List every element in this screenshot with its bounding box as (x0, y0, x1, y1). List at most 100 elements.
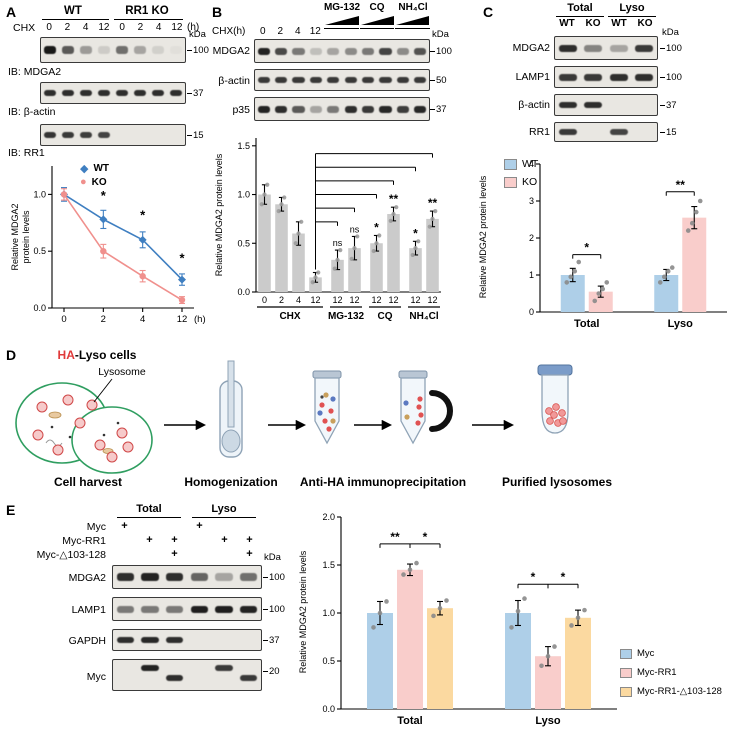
blot-band (116, 573, 134, 581)
data-point (407, 567, 413, 573)
empty-cell (187, 534, 212, 546)
data-point (600, 286, 606, 292)
panel-e-blot-mdga2 (112, 565, 262, 589)
data-point (138, 235, 147, 244)
data-point (316, 270, 321, 275)
chart-text: ns (333, 238, 343, 248)
legend-item-wt: ◆ WT (80, 162, 109, 175)
legend-label: Myc-RR1-△103-128 (637, 686, 722, 697)
blot-band (584, 73, 603, 81)
blot-band (609, 129, 628, 135)
lysosome-callout-label: Lysosome (98, 366, 146, 378)
chart-text: 1.0 (33, 189, 46, 199)
chart-text: * (179, 251, 185, 266)
underline (192, 517, 256, 518)
kda-label: kDa (662, 27, 679, 38)
chart-text: 1.5 (237, 141, 250, 151)
legend-item-myc: Myc (620, 648, 722, 659)
chart-text: 1.0 (322, 608, 335, 618)
lane-label: 12 (309, 26, 321, 37)
panel-a-ylabel: Relative MDGA2 protein levels (10, 203, 31, 271)
chart-text: 0 (61, 314, 66, 325)
data-point (575, 615, 581, 621)
chart-text: 12 (427, 295, 437, 305)
blot-band (166, 605, 184, 613)
blot-band (141, 665, 159, 671)
panel-a-ib-rr1: IB: RR1 (8, 147, 45, 159)
lane-label: 12 (171, 22, 183, 33)
lysosome-dot (116, 427, 128, 439)
marker-100: 100 (263, 604, 285, 615)
data-point (377, 610, 383, 616)
panel-e-ylabel: Relative MDGA2 protein levels (298, 550, 308, 674)
blot-band (257, 77, 270, 83)
cell-dots (50, 421, 120, 439)
debris-dot (330, 418, 336, 424)
data-point (313, 275, 318, 280)
lane-label: WT (559, 18, 575, 29)
chart-text: 12 (371, 295, 381, 305)
underline (360, 28, 394, 29)
blot-band (215, 665, 233, 671)
debris-dot (403, 400, 409, 406)
chart-text: * (423, 530, 428, 544)
panel-a-chart: 0.0 0.5 1.0 0 2 4 12 (h) * * * (33, 166, 206, 325)
lysosome-dot (62, 394, 74, 406)
data-point (391, 211, 396, 217)
lysosome-dot (36, 401, 48, 413)
chart-text: CQ (378, 311, 393, 322)
blot-band (414, 77, 427, 83)
chart-text: 3 (529, 196, 534, 206)
blot-band (558, 102, 577, 108)
blot-band (166, 573, 184, 581)
data-point (293, 241, 298, 246)
lane-label: 2 (64, 22, 71, 33)
blot-band (240, 573, 258, 581)
bar (654, 275, 679, 312)
panel-c-legend: WT KO (504, 158, 538, 188)
blot-band (292, 77, 305, 83)
blot-band (558, 73, 577, 81)
panel-c-label: C (483, 4, 494, 20)
chart-text: ** (676, 178, 686, 192)
ko-swatch (504, 176, 517, 188)
plus-row: + + (112, 520, 262, 532)
lysosome-dot (559, 417, 567, 425)
blot-band (215, 605, 233, 613)
marker-37: 37 (430, 104, 447, 115)
empty-cell (212, 520, 237, 532)
panel-a-hours-label: (h) (187, 22, 200, 33)
lane-label: KO (585, 18, 601, 29)
panel-e-blot-gapdh (112, 629, 262, 651)
underline (117, 517, 181, 518)
blot-band (584, 44, 603, 52)
panel-a-blot-mdga2 (40, 37, 186, 63)
blot-band (97, 46, 111, 54)
tube-cap (537, 364, 573, 376)
purified-lysosome-tube-icon (537, 364, 573, 434)
blot-band (116, 637, 134, 643)
chart-text: 4 (140, 314, 145, 325)
lysosome-dot (52, 444, 64, 456)
empty-cell (162, 520, 187, 532)
data-point (276, 209, 281, 214)
data-point (572, 269, 578, 274)
cell-outline (71, 406, 153, 474)
blot-band (43, 46, 57, 54)
lysosome-dot (322, 418, 328, 424)
data-point (552, 644, 557, 649)
lane-label: 4 (294, 26, 301, 37)
panel-c-header-lyso: Lyso (619, 2, 645, 14)
panel-c-row-lamp1: LAMP1 (515, 71, 550, 83)
panel-e-construct-myc: Myc (86, 521, 106, 533)
data-point (374, 241, 379, 246)
data-point (310, 280, 315, 285)
marker-15: 15 (660, 127, 677, 138)
blot-band (327, 77, 340, 83)
chart-text: 0.5 (322, 656, 335, 666)
chart-text: 1 (529, 270, 534, 280)
data-point (178, 275, 186, 284)
plus-mark: + (196, 520, 203, 532)
chart-text: 12 (349, 295, 359, 305)
lane-label: WT (611, 18, 627, 29)
